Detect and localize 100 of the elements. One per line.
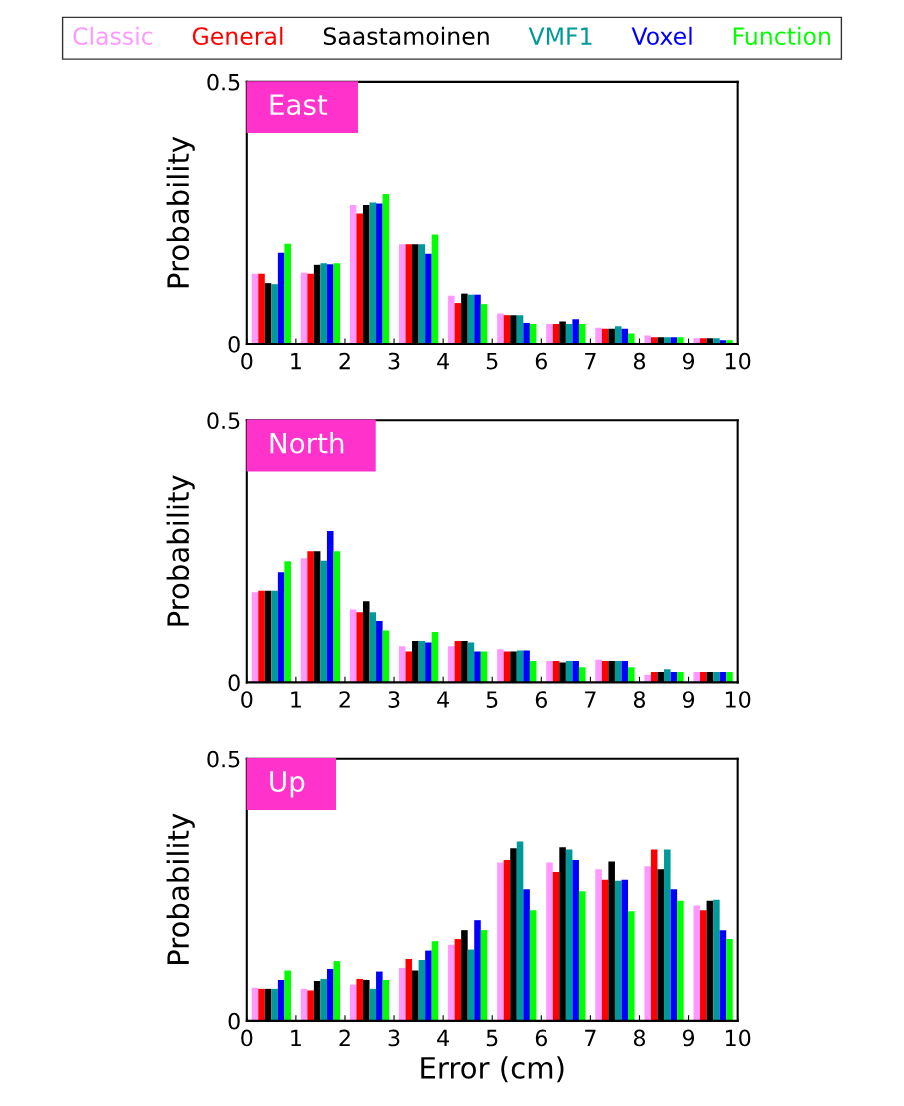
- x-tick-label: 0: [241, 352, 253, 370]
- bar: [326, 530, 334, 683]
- bar: [320, 560, 327, 683]
- bar: [516, 841, 524, 1021]
- bar: [356, 612, 363, 683]
- bar: [333, 551, 341, 683]
- bar: [376, 971, 383, 1021]
- bar: [300, 558, 308, 683]
- x-tick-label: 7: [585, 691, 596, 708]
- x-tick-label: 6: [535, 352, 547, 370]
- bar: [474, 294, 481, 344]
- bar: [431, 941, 439, 1021]
- text: Saastamoinen: [323, 26, 489, 46]
- bar: [621, 660, 629, 683]
- x-tick-label: 1: [291, 691, 301, 708]
- x-tick-label: 4: [437, 691, 449, 708]
- y-tick-label: 0: [228, 335, 240, 353]
- bar: [497, 862, 504, 1021]
- chart-title: Up: [270, 771, 305, 798]
- bar: [448, 295, 455, 344]
- bar: [664, 337, 671, 344]
- bar: [480, 930, 488, 1021]
- bar: [448, 944, 455, 1021]
- bar: [664, 849, 671, 1021]
- x-tick-label: 3: [388, 1029, 400, 1047]
- x-tick-label: 8: [633, 352, 646, 370]
- x-tick-label: 9: [682, 691, 695, 708]
- bar: [251, 273, 259, 344]
- bar: [398, 646, 406, 683]
- bar: [454, 939, 462, 1021]
- y-tick-label: 0.5: [207, 412, 240, 430]
- bar: [595, 327, 602, 344]
- bar: [546, 862, 553, 1021]
- bar: [713, 899, 720, 1021]
- x-tick-label: 3: [388, 691, 400, 708]
- bar: [376, 203, 383, 344]
- bar: [523, 323, 530, 344]
- bar: [333, 263, 341, 344]
- bar: [677, 900, 684, 1021]
- bar: [595, 659, 602, 683]
- bar: [284, 970, 291, 1021]
- bar: [398, 967, 406, 1021]
- x-tick-label: 1: [291, 352, 301, 370]
- x-tick-label: 5: [486, 691, 498, 708]
- bar: [284, 561, 291, 683]
- bar: [572, 859, 579, 1021]
- bar: [546, 324, 553, 344]
- x-tick-label: 1: [291, 1029, 301, 1047]
- bar: [546, 660, 553, 683]
- bar: [356, 978, 363, 1021]
- bar: [621, 879, 629, 1021]
- bar: [277, 979, 285, 1021]
- bar: [405, 958, 413, 1021]
- y-tick-label: 0.5: [207, 73, 240, 91]
- bar: [595, 869, 602, 1021]
- bar: [693, 338, 701, 344]
- text: Classic: [73, 26, 153, 46]
- y-tick-label: 0: [228, 1012, 240, 1030]
- bar: [251, 592, 259, 683]
- bar: [628, 667, 635, 683]
- bar: [677, 337, 684, 344]
- bar: [307, 273, 314, 344]
- bar: [664, 669, 671, 683]
- bar: [382, 979, 390, 1021]
- bar: [369, 202, 377, 344]
- bar: [601, 879, 609, 1021]
- bar: [572, 319, 579, 344]
- x-tick-label: 10: [725, 352, 751, 370]
- bar: [277, 252, 285, 344]
- bar: [644, 866, 651, 1021]
- bar: [398, 244, 406, 344]
- y-axis-title: Probability: [166, 136, 195, 288]
- x-tick-label: 2: [339, 1029, 350, 1047]
- y-tick-label: 0: [228, 674, 240, 692]
- bar: [719, 930, 727, 1021]
- x-tick-label: 2: [339, 352, 350, 370]
- bar: [677, 671, 684, 683]
- bar: [628, 911, 635, 1021]
- bar: [713, 671, 720, 683]
- y-tick-label: 0.5: [207, 750, 240, 768]
- x-tick-label: 6: [535, 1029, 547, 1047]
- bar: [271, 988, 278, 1021]
- x-tick-label: 7: [585, 352, 596, 370]
- x-tick-label: 8: [633, 691, 646, 708]
- bar: [614, 880, 622, 1021]
- bar: [621, 328, 629, 344]
- text: VMF1: [528, 27, 592, 45]
- text: General: [192, 26, 283, 46]
- x-tick-label: 8: [633, 1029, 646, 1047]
- bar: [349, 205, 357, 344]
- bar: [503, 859, 511, 1021]
- x-tick-label: 2: [339, 691, 350, 708]
- bar: [258, 590, 265, 683]
- bar: [405, 244, 413, 344]
- x-tick-label: 4: [437, 352, 449, 370]
- bar: [628, 333, 635, 344]
- bar: [307, 990, 314, 1021]
- bar: [326, 264, 334, 344]
- bar: [376, 621, 383, 683]
- y-axis-title: Probability: [166, 475, 195, 626]
